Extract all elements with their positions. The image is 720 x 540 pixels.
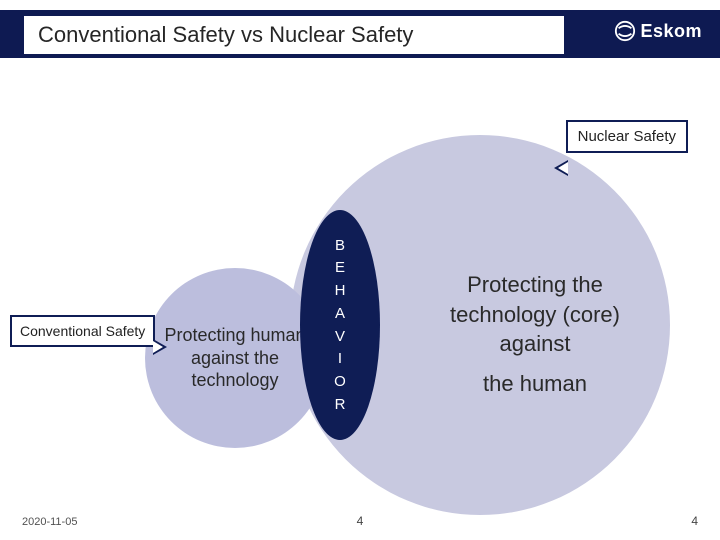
callout-conventional: Conventional Safety [10,315,155,347]
behavior-letter: R [335,394,346,416]
brand-logo-text: Eskom [640,21,702,42]
footer-center-page: 4 [357,514,364,528]
title-bar-inner: Conventional Safety vs Nuclear Safety [24,16,564,54]
callout-conventional-label: Conventional Safety [20,323,145,339]
behavior-letter: I [338,348,342,370]
behavior-letter: B [335,235,345,257]
brand-logo-icon [614,20,636,42]
slide: Conventional Safety vs Nuclear Safety Es… [0,0,720,540]
footer-date: 2020-11-05 [22,516,77,528]
behavior-letter: A [335,303,345,325]
nuclear-text-line2: the human [420,369,650,399]
behavior-letter: O [334,371,346,393]
behavior-letter: H [335,280,346,302]
nuclear-circle-text: Protecting the technology (core) against… [420,270,650,399]
brand-logo: Eskom [614,20,702,42]
conventional-circle-text: Protecting human against the technology [145,324,325,392]
footer-right-page: 4 [691,514,698,528]
behavior-letter: V [335,326,345,348]
callout-nuclear-label: Nuclear Safety [578,128,676,145]
title-bar: Conventional Safety vs Nuclear Safety Es… [0,10,720,58]
behavior-letter: E [335,257,345,279]
slide-title: Conventional Safety vs Nuclear Safety [38,22,413,48]
conventional-circle: Protecting human against the technology [145,268,325,448]
behavior-oval: B E H A V I O R [300,210,380,440]
callout-nuclear: Nuclear Safety [566,120,688,153]
nuclear-text-line1: Protecting the technology (core) against [420,270,650,359]
